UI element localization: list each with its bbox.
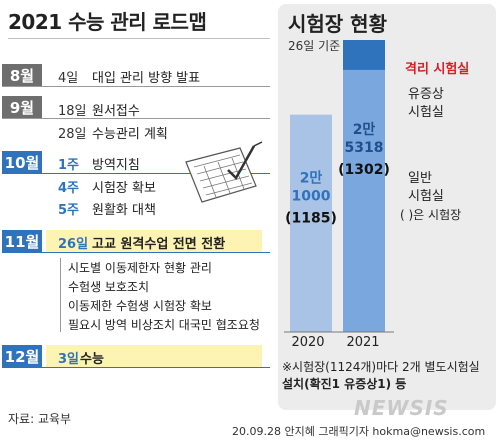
month-badge-dec: 12월 bbox=[2, 345, 42, 367]
schedule-text: 대입 관리 방향 발표 bbox=[92, 71, 201, 86]
week-label: 1주 bbox=[58, 158, 80, 173]
label-isolation: 격리 시험실 bbox=[405, 62, 470, 77]
page-title: 2021 수능 관리 로드맵 bbox=[8, 10, 207, 34]
bar-general-2020 bbox=[290, 114, 332, 333]
week-label: 4주 bbox=[58, 181, 80, 196]
week-label: 28일 bbox=[58, 127, 87, 142]
detail-item: 필요시 방역 비상조치 대국민 협조요청 bbox=[68, 318, 260, 332]
schedule-text: 시험장 확보 bbox=[92, 181, 156, 196]
chart-subtitle: 26일 기준 bbox=[288, 39, 341, 53]
chart-note: ※시험장(1124개)마다 2개 별도시험실 bbox=[282, 360, 480, 374]
schedule-text: 수능 bbox=[80, 352, 104, 367]
month-underline bbox=[2, 367, 270, 368]
newsis-logo: NEWSIS bbox=[354, 396, 449, 420]
checklist-icon bbox=[185, 141, 263, 203]
x-tick-label: 2020 bbox=[291, 335, 325, 350]
week-label: 18일 bbox=[58, 104, 87, 119]
month-badge-aug: 8월 bbox=[2, 64, 42, 86]
bar-symptom-2021 bbox=[343, 40, 385, 70]
bar-label-general: 2만 bbox=[300, 171, 323, 187]
month-underline bbox=[2, 118, 270, 119]
detail-bracket bbox=[60, 258, 61, 332]
month-underline bbox=[2, 86, 270, 87]
schedule-text: 원서접수 bbox=[92, 104, 140, 119]
month-underline bbox=[2, 252, 270, 253]
detail-item: 시도별 이동제한자 현황 관리 bbox=[68, 261, 212, 275]
chart-note: 설치(확진1 유증상1) 등 bbox=[282, 377, 407, 391]
month-badge-nov: 11월 bbox=[2, 230, 42, 252]
credit-text: 20.09.28 안지혜 그래픽기자 hokma@newsis.com bbox=[232, 425, 486, 438]
week-label: 26일 bbox=[58, 237, 89, 252]
bar-label-general: 5318 bbox=[345, 140, 384, 156]
month-underline bbox=[2, 173, 270, 174]
label-symptom: 유증상 시험실 bbox=[408, 87, 444, 120]
bar-label-general: 2만 bbox=[353, 122, 376, 138]
bar-label-rooms: (1185) bbox=[285, 211, 337, 227]
label-general: 일반 시험실 bbox=[408, 171, 444, 204]
title-rule bbox=[8, 38, 270, 39]
month-badge-sep: 9월 bbox=[2, 96, 42, 118]
label-general-note: ( )은 시험장 bbox=[400, 208, 462, 222]
schedule-text: 원활화 대책 bbox=[92, 203, 156, 218]
month-badge-oct: 10월 bbox=[2, 151, 42, 173]
week-label: 3일 bbox=[58, 352, 80, 367]
week-label: 5주 bbox=[58, 203, 80, 218]
schedule-text: 방역지침 bbox=[92, 158, 140, 173]
bar-label-rooms: (1302) bbox=[338, 162, 390, 178]
highlight-bar bbox=[46, 230, 262, 252]
bar-general-2021 bbox=[343, 69, 385, 332]
detail-item: 수험생 보호조치 bbox=[68, 280, 150, 294]
source-text: 자료: 교육부 bbox=[8, 412, 72, 426]
bar-label-general: 1000 bbox=[292, 189, 331, 205]
week-label: 4일 bbox=[58, 71, 79, 86]
highlight-bar bbox=[46, 345, 262, 367]
detail-item: 이동제한 수험생 시험장 확보 bbox=[68, 299, 212, 313]
schedule-text: 수능관리 계획 bbox=[92, 127, 168, 142]
schedule-text: 고교 원격수업 전면 전환 bbox=[92, 237, 226, 252]
chart-title: 시험장 현황 bbox=[288, 12, 387, 36]
x-tick-label: 2021 bbox=[346, 335, 380, 350]
